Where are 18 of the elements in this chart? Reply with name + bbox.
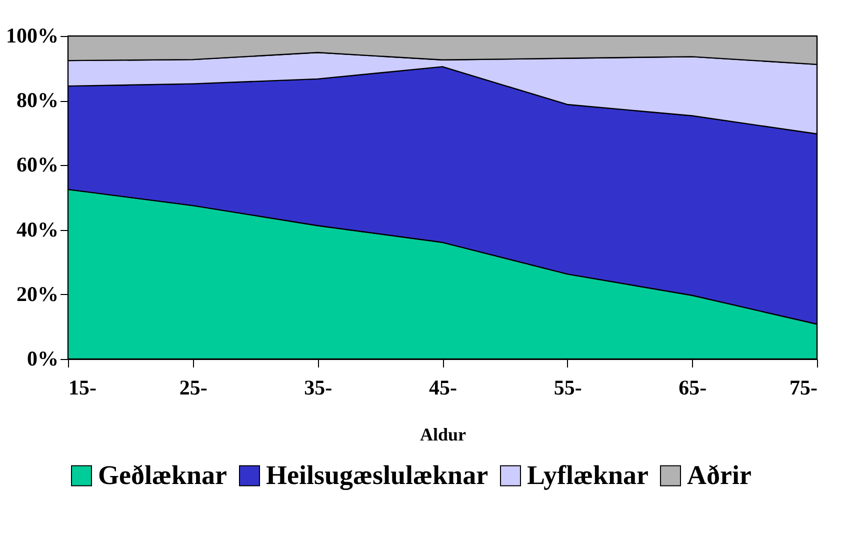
y-tick-label: 80% [16,88,58,112]
x-tick-label: 35- [304,376,332,400]
x-tick-label: 55- [554,376,582,400]
x-tick-label: 45- [429,376,457,400]
x-tick-label: 25- [179,376,208,400]
y-tick-label: 100% [6,24,58,48]
x-tick-label: 75- [790,376,818,400]
y-tick-label: 20% [16,282,58,306]
legend-label: Lyflæknar [527,460,649,490]
legend-label: Aðrir [687,460,752,490]
x-axis-title: Aldur [420,424,466,444]
y-tick-label: 0% [27,346,58,370]
legend-label: Geðlæknar [98,460,228,490]
y-tick-label: 60% [16,152,58,177]
y-tick-label: 40% [16,217,58,242]
x-tick-label: 15- [68,376,96,400]
x-tick-label: 65- [678,376,707,400]
legend-label: Heilsugæslulæknar [266,460,488,490]
